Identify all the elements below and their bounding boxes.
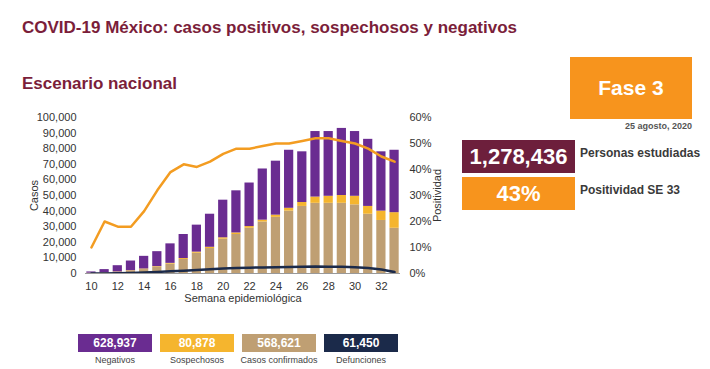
svg-text:10: 10	[85, 280, 97, 292]
svg-text:Positividad: Positividad	[431, 169, 443, 222]
html-text:1,278,436: 1,278,436	[469, 143, 568, 169]
svg-text:30,000: 30,000	[43, 220, 77, 232]
svg-text:Casos: Casos	[28, 179, 40, 211]
svg-text:90,000: 90,000	[43, 127, 77, 139]
html-text:568,621: 568,621	[257, 336, 301, 350]
html-text:Negativos: Negativos	[95, 355, 135, 365]
svg-text:20%: 20%	[410, 215, 432, 227]
svg-text:50,000: 50,000	[43, 189, 77, 201]
svg-text:40%: 40%	[410, 163, 432, 175]
svg-text:0: 0	[70, 267, 76, 279]
svg-text:40,000: 40,000	[43, 205, 77, 217]
html-text:Personas estudiadas: Personas estudiadas	[580, 146, 701, 160]
html-text:Casos confirmados: Casos confirmados	[240, 355, 318, 365]
svg-text:Semana epidemiológica: Semana epidemiológica	[184, 292, 302, 304]
svg-text:20,000: 20,000	[43, 236, 77, 248]
svg-text:80,000: 80,000	[43, 142, 77, 154]
svg-text:60%: 60%	[410, 111, 432, 123]
svg-text:100,000: 100,000	[37, 111, 77, 123]
svg-text:50%: 50%	[410, 137, 432, 149]
html-text:Defunciones: Defunciones	[336, 355, 386, 365]
svg-text:28: 28	[323, 280, 335, 292]
svg-text:22: 22	[243, 280, 255, 292]
html-text:Escenario nacional: Escenario nacional	[22, 74, 177, 93]
svg-text:18: 18	[191, 280, 203, 292]
html-text:Positividad SE 33: Positividad SE 33	[580, 183, 680, 197]
svg-text:26: 26	[296, 280, 308, 292]
html-text:COVID-19 México: casos positiv: COVID-19 México: casos positivos, sospec…	[22, 18, 518, 37]
html-text:Sospechosos: Sospechosos	[170, 355, 224, 365]
svg-text:16: 16	[164, 280, 176, 292]
svg-text:10,000: 10,000	[43, 251, 77, 263]
html-text:25 agosto, 2020: 25 agosto, 2020	[625, 121, 692, 131]
svg-text:30%: 30%	[410, 189, 432, 201]
svg-text:10%: 10%	[410, 241, 432, 253]
html-text:80,878: 80,878	[178, 336, 216, 350]
html-text:628,937: 628,937	[93, 336, 137, 350]
html-text:43%: 43%	[496, 180, 541, 206]
svg-text:0%: 0%	[410, 267, 426, 279]
html-text:Fase 3: Fase 3	[598, 76, 664, 99]
svg-text:24: 24	[270, 280, 282, 292]
html-text:61,450: 61,450	[342, 336, 380, 350]
svg-text:60,000: 60,000	[43, 173, 77, 185]
svg-text:20: 20	[217, 280, 229, 292]
svg-text:30: 30	[349, 280, 361, 292]
svg-text:14: 14	[138, 280, 150, 292]
svg-text:70,000: 70,000	[43, 158, 77, 170]
svg-text:12: 12	[112, 280, 124, 292]
svg-text:32: 32	[375, 280, 387, 292]
